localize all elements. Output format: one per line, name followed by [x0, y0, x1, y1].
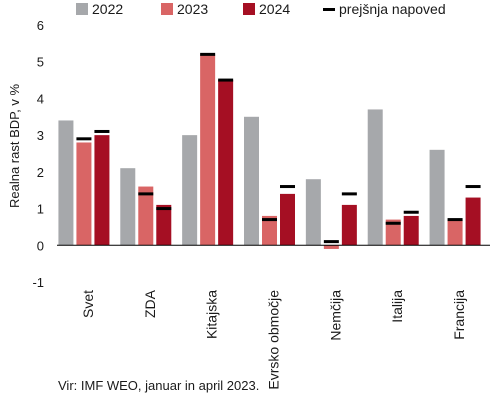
- legend-label: 2024: [259, 1, 290, 17]
- legend-swatch: [323, 8, 335, 11]
- previous-forecast-marker: [218, 78, 234, 82]
- bar-2022: [58, 120, 74, 246]
- bar-2023: [200, 54, 216, 246]
- bar-2024: [280, 193, 295, 246]
- y-tick-label: 6: [37, 18, 44, 33]
- category-label: Italija: [389, 290, 405, 323]
- bar-2023: [447, 219, 463, 246]
- source-note: Vir: IMF WEO, januar in april 2023.: [58, 378, 260, 393]
- bar-2024: [156, 204, 172, 246]
- legend-label: 2023: [177, 1, 208, 17]
- category-label: Evrsko območje: [266, 290, 282, 390]
- bar-2024: [218, 80, 234, 246]
- bar-2024: [341, 204, 357, 246]
- y-ticks: -1 0 1 2 3 4 5 6: [32, 18, 44, 290]
- bar-2024: [94, 135, 110, 246]
- previous-forecast-marker: [280, 185, 295, 189]
- category-label: Francija: [451, 290, 467, 340]
- legend-swatch: [243, 3, 255, 15]
- category-label: ZDA: [142, 289, 158, 318]
- bar-2023: [138, 186, 154, 246]
- previous-forecast-marker: [200, 52, 216, 56]
- y-tick-label: 5: [37, 55, 44, 70]
- previous-forecast-marker: [323, 240, 339, 244]
- bar-2022: [305, 179, 321, 246]
- previous-forecast-marker: [341, 192, 357, 196]
- bar-2023: [323, 245, 339, 249]
- bar-2022: [182, 135, 198, 246]
- previous-forecast-marker: [76, 137, 92, 141]
- bar-2024: [403, 215, 419, 246]
- bar-2022: [244, 116, 259, 246]
- bar-2023: [76, 142, 92, 246]
- y-tick-label: 1: [37, 202, 44, 217]
- y-tick-label: 2: [37, 165, 44, 180]
- legend: 2022 2023 2024 prejšnja napoved: [76, 1, 446, 17]
- bar-2022: [429, 149, 445, 246]
- category-label: Kitajska: [204, 290, 220, 339]
- y-tick-label: 0: [37, 238, 44, 253]
- bar-2022: [120, 168, 136, 246]
- y-axis-label: Realna rast BDP, v %: [7, 84, 22, 208]
- previous-forecast-marker: [138, 192, 154, 196]
- previous-forecast-marker: [262, 218, 277, 222]
- legend-swatch: [161, 3, 173, 15]
- plot-area: [57, 52, 490, 249]
- y-tick-label: 4: [37, 91, 44, 106]
- legend-swatch: [76, 3, 88, 15]
- previous-forecast-marker: [94, 129, 110, 133]
- previous-forecast-marker: [447, 218, 463, 222]
- previous-forecast-marker: [465, 185, 481, 189]
- legend-label: prejšnja napoved: [339, 1, 446, 17]
- category-label: Nemčija: [327, 290, 343, 341]
- bar-2024: [465, 197, 481, 246]
- bar-2023: [262, 215, 277, 246]
- previous-forecast-marker: [403, 210, 419, 214]
- category-label: Svet: [80, 290, 96, 318]
- previous-forecast-marker: [156, 207, 172, 211]
- y-tick-label: -1: [32, 275, 44, 290]
- bar-2022: [367, 109, 383, 246]
- previous-forecast-marker: [385, 221, 401, 225]
- legend-label: 2022: [92, 1, 123, 17]
- bar-2023: [385, 219, 401, 246]
- x-categories: Svet ZDA Kitajska Evrsko območje Nemčija Ital…: [80, 289, 467, 389]
- y-tick-label: 3: [37, 128, 44, 143]
